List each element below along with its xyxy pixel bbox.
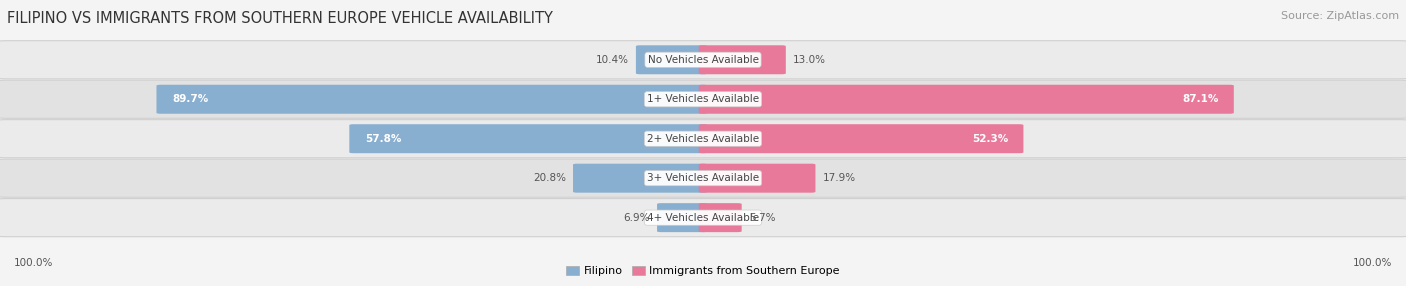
Text: 17.9%: 17.9% bbox=[823, 173, 856, 183]
Text: 4+ Vehicles Available: 4+ Vehicles Available bbox=[647, 213, 759, 223]
FancyBboxPatch shape bbox=[349, 124, 707, 153]
FancyBboxPatch shape bbox=[0, 80, 1406, 118]
Text: 3+ Vehicles Available: 3+ Vehicles Available bbox=[647, 173, 759, 183]
FancyBboxPatch shape bbox=[636, 45, 707, 74]
Text: 52.3%: 52.3% bbox=[972, 134, 1008, 144]
Text: 20.8%: 20.8% bbox=[533, 173, 567, 183]
Text: 100.0%: 100.0% bbox=[14, 258, 53, 268]
Text: 6.9%: 6.9% bbox=[623, 213, 650, 223]
Text: 57.8%: 57.8% bbox=[364, 134, 401, 144]
Text: 13.0%: 13.0% bbox=[793, 55, 825, 65]
Text: 2+ Vehicles Available: 2+ Vehicles Available bbox=[647, 134, 759, 144]
Text: 1+ Vehicles Available: 1+ Vehicles Available bbox=[647, 94, 759, 104]
Text: Source: ZipAtlas.com: Source: ZipAtlas.com bbox=[1281, 11, 1399, 21]
Text: 87.1%: 87.1% bbox=[1182, 94, 1219, 104]
FancyBboxPatch shape bbox=[0, 41, 1406, 79]
Text: 10.4%: 10.4% bbox=[596, 55, 628, 65]
FancyBboxPatch shape bbox=[0, 198, 1406, 237]
FancyBboxPatch shape bbox=[699, 203, 742, 232]
FancyBboxPatch shape bbox=[699, 124, 1024, 153]
FancyBboxPatch shape bbox=[0, 159, 1406, 197]
FancyBboxPatch shape bbox=[657, 203, 707, 232]
FancyBboxPatch shape bbox=[574, 164, 707, 193]
Text: 89.7%: 89.7% bbox=[172, 94, 208, 104]
FancyBboxPatch shape bbox=[156, 85, 707, 114]
Text: 5.7%: 5.7% bbox=[749, 213, 775, 223]
Text: No Vehicles Available: No Vehicles Available bbox=[648, 55, 758, 65]
Text: FILIPINO VS IMMIGRANTS FROM SOUTHERN EUROPE VEHICLE AVAILABILITY: FILIPINO VS IMMIGRANTS FROM SOUTHERN EUR… bbox=[7, 11, 553, 26]
FancyBboxPatch shape bbox=[0, 120, 1406, 158]
Legend: Filipino, Immigrants from Southern Europe: Filipino, Immigrants from Southern Europ… bbox=[561, 261, 845, 281]
FancyBboxPatch shape bbox=[699, 164, 815, 193]
FancyBboxPatch shape bbox=[699, 45, 786, 74]
FancyBboxPatch shape bbox=[699, 85, 1234, 114]
Text: 100.0%: 100.0% bbox=[1353, 258, 1392, 268]
